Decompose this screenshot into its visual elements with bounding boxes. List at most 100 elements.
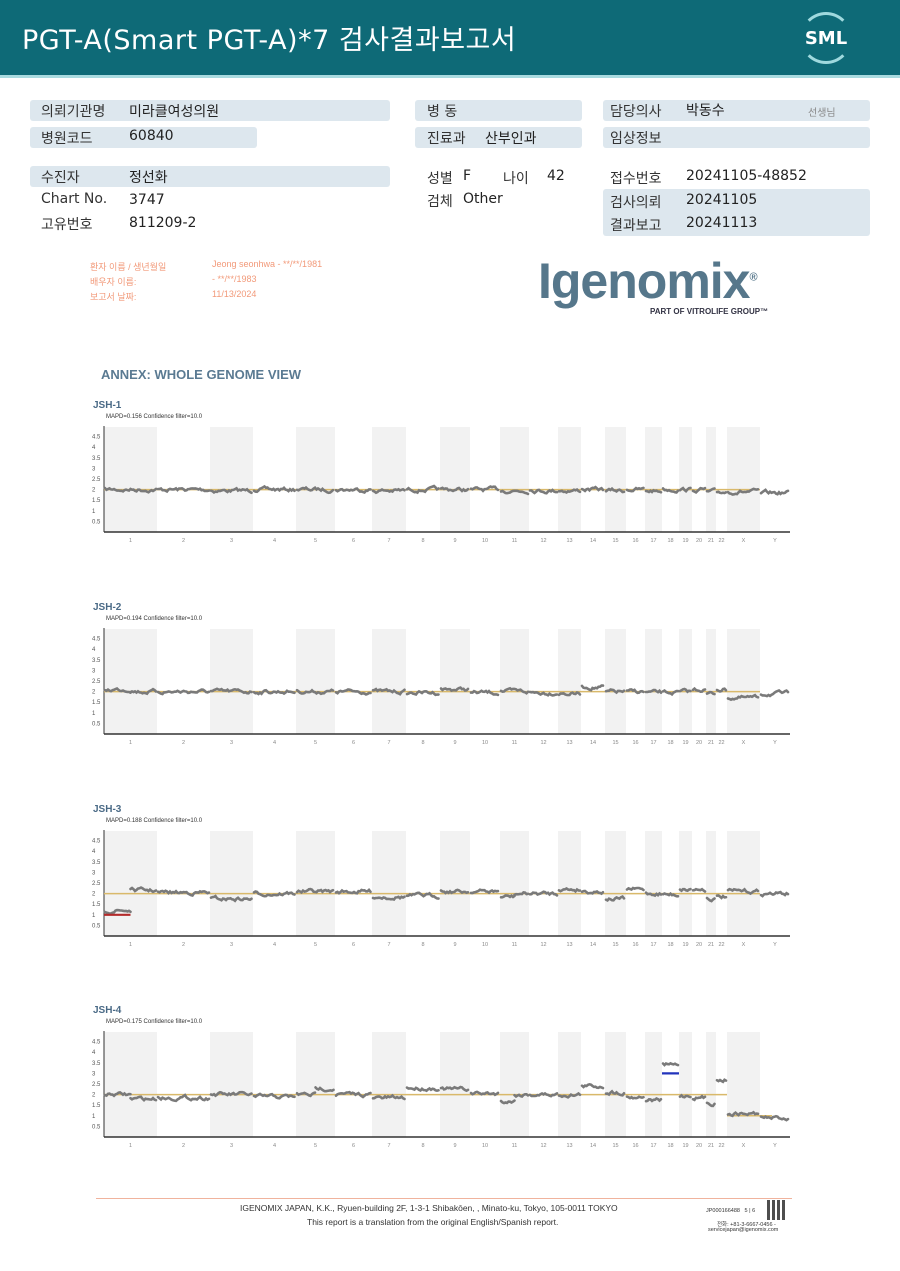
chromosome-band (104, 1032, 157, 1137)
receipt-label: 접수번호 (610, 171, 662, 187)
x-tick-label: 18 (667, 538, 673, 544)
x-tick-label: 22 (718, 942, 724, 948)
chromosome-band (558, 831, 581, 936)
copy-number-points-chr19 (678, 887, 692, 893)
y-tick-label: 1.5 (92, 498, 101, 504)
x-tick-label: 17 (650, 740, 656, 746)
footer-address: IGENOMIX JAPAN, K.K., Ryuen-building 2F,… (240, 1203, 618, 1213)
y-tick-label: 4 (92, 849, 96, 855)
x-tick-label: 15 (612, 942, 618, 948)
x-tick-label: 6 (352, 538, 355, 544)
x-tick-label: 1 (129, 538, 132, 544)
chromosome-band (440, 1032, 470, 1137)
doctor-value: 박동수 (686, 103, 725, 119)
y-tick-label: 3.5 (92, 658, 101, 664)
copy-number-points-chr15 (604, 688, 626, 695)
chromosome-band (104, 427, 157, 532)
x-tick-label: 3 (230, 942, 233, 948)
copy-number-points-chr7 (371, 487, 406, 495)
copy-number-points-chr11 (499, 686, 530, 695)
copy-number-points-chr4 (252, 890, 296, 898)
x-tick-label: 15 (612, 538, 618, 544)
copy-number-points-chr6 (334, 487, 372, 495)
chromosome-band (372, 629, 406, 734)
patient-name: Jeong seonhwa - **/**/1981 (212, 259, 323, 269)
x-tick-label: 9 (453, 538, 456, 544)
copy-number-points-chr3 (209, 687, 253, 695)
x-tick-label: Y (773, 538, 777, 544)
dept-label: 진료과 (427, 131, 466, 147)
copy-number-points-chr13 (557, 1091, 582, 1099)
chromosome-band (727, 427, 760, 532)
y-tick-label: 1.5 (92, 1103, 101, 1109)
genome-plot-jsh-1: 0.511.522.533.544.51 2 3 4 5 6 7 8 9 10 11 12 13 14 15… (92, 426, 790, 544)
copy-number-points-chr21 (705, 896, 716, 903)
chromosome-band (727, 831, 760, 936)
report-date-en: 11/13/2024 (212, 289, 257, 299)
x-tick-label: 9 (453, 1143, 456, 1149)
x-tick-label: 7 (387, 538, 390, 544)
chromosome-band (605, 427, 626, 532)
x-tick-label: 1 (129, 740, 132, 746)
chromosome-band (372, 831, 406, 936)
x-tick-label: 12 (540, 942, 546, 948)
x-tick-label: 16 (632, 1143, 638, 1149)
copy-number-points-chr17 (644, 688, 663, 694)
id-label: 고유번호 (41, 217, 93, 233)
y-tick-label: 0.5 (92, 519, 101, 525)
x-tick-label: 9 (453, 740, 456, 746)
x-tick-label: 7 (387, 740, 390, 746)
chromosome-band (372, 427, 406, 532)
copy-number-points-chr13 (557, 488, 582, 495)
chromosome-band (500, 1032, 529, 1137)
chromosome-band (679, 427, 692, 532)
age-value: 42 (547, 168, 565, 184)
chromosome-band (706, 831, 716, 936)
x-tick-label: 15 (612, 1143, 618, 1149)
x-tick-label: 14 (590, 740, 596, 746)
x-tick-label: X (742, 538, 746, 544)
footer-email: servicejapan@igenomix.com (708, 1227, 779, 1233)
copy-number-points-chr22 (715, 894, 728, 900)
x-tick-label: 6 (352, 942, 355, 948)
x-tick-label: 3 (230, 538, 233, 544)
x-tick-label: 19 (682, 942, 688, 948)
x-tick-label: 6 (352, 1143, 355, 1149)
copy-number-points-chr22 (715, 1078, 728, 1084)
x-tick-label: Y (773, 740, 777, 746)
chromosome-band (372, 1032, 406, 1137)
copy-number-points-chr11 (499, 489, 530, 496)
chromosome-band (104, 831, 157, 936)
copy-number-points-chr5 (295, 1091, 317, 1098)
x-tick-label: 15 (612, 740, 618, 746)
hospital-code-value: 60840 (129, 128, 174, 144)
dept-value: 산부인과 (485, 131, 537, 147)
x-tick-label: 21 (708, 740, 714, 746)
chart-no-label: Chart No. (41, 191, 108, 207)
y-tick-label: 3 (92, 466, 96, 472)
y-tick-label: 4 (92, 1050, 96, 1056)
mapd-label: MAPD=0.156 Confidence filter=10.0 (106, 414, 203, 420)
copy-number-points-chr16 (625, 688, 645, 695)
copy-number-points-chr2 (156, 486, 211, 494)
copy-number-points-chrY (759, 689, 790, 698)
x-tick-label: 21 (708, 1143, 714, 1149)
x-tick-label: 16 (632, 538, 638, 544)
chromosome-band (645, 427, 662, 532)
copy-number-points-chr22 (715, 687, 728, 693)
doctor-suffix: 선생님 (808, 108, 836, 119)
chromosome-band (210, 831, 253, 936)
copy-number-points-chr4 (252, 484, 296, 494)
copy-number-points-chr8 (405, 689, 440, 697)
x-tick-label: 20 (696, 538, 702, 544)
copy-number-points-chrY (759, 890, 790, 898)
copy-number-points-chr18 (661, 1061, 680, 1067)
copy-number-points-chr9 (439, 1085, 470, 1093)
x-tick-label: 14 (590, 1143, 596, 1149)
x-tick-label: 5 (314, 538, 317, 544)
x-tick-label: 5 (314, 942, 317, 948)
copy-number-points-chr2 (156, 1093, 211, 1103)
copy-number-points-chr1 (103, 1091, 132, 1098)
y-tick-label: 2.5 (92, 477, 101, 483)
footer-doc-id: JP000166488 5 | 6 (706, 1208, 756, 1214)
